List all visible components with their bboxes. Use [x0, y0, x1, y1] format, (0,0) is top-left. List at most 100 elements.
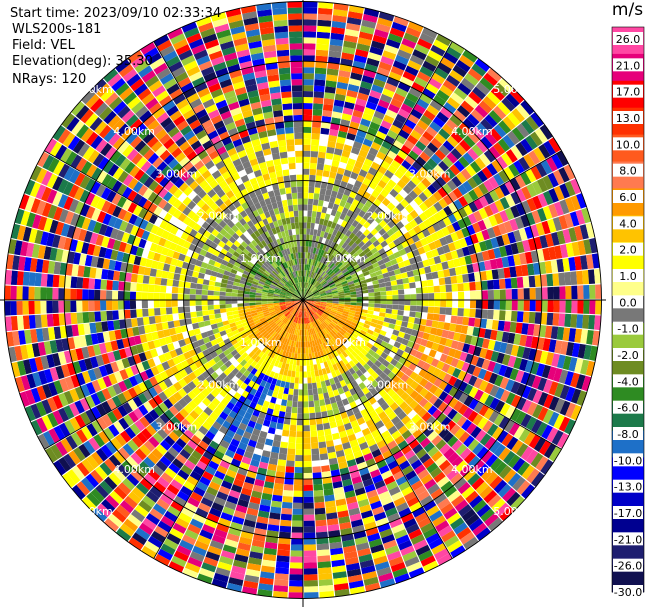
range-ring-label: 1.00km — [240, 252, 282, 265]
ray — [303, 300, 600, 346]
ray — [44, 138, 303, 300]
colorbar-tick-bg — [613, 137, 643, 151]
ray — [303, 284, 602, 300]
colorbar-tick-label: -21.0 — [614, 533, 642, 546]
colorbar-tick-bg — [613, 506, 643, 519]
ray — [91, 78, 303, 300]
ray — [303, 300, 335, 598]
colorbar-tick-label: -26.0 — [614, 560, 642, 573]
ray — [303, 300, 425, 579]
ray — [288, 300, 303, 599]
ray — [61, 113, 303, 300]
ray — [303, 300, 466, 558]
ray — [30, 300, 303, 436]
ray — [5, 300, 303, 332]
colorbar-tick-label: 21.0 — [616, 59, 641, 72]
ray — [154, 300, 303, 566]
ray — [303, 300, 350, 597]
colorbar-tick-label: -2.0 — [617, 349, 638, 362]
ray — [116, 300, 303, 542]
ray — [303, 300, 598, 361]
ray — [303, 58, 490, 300]
range-ring-label: 5.00km — [493, 505, 535, 518]
ray — [256, 3, 303, 300]
range-ring-label: 3.00km — [156, 167, 198, 180]
colorbar-tick-bg — [613, 190, 643, 203]
ray — [303, 88, 525, 300]
range-ring-label: 3.00km — [409, 421, 451, 434]
colorbar-tick-label: 0.0 — [619, 296, 637, 309]
azimuth-spoke — [302, 150, 562, 301]
colorbar-tick-bg — [613, 216, 643, 230]
range-ring-label: 2.00km — [367, 378, 409, 391]
colorbar-tick-bg — [613, 111, 643, 124]
ray — [303, 300, 602, 315]
ray — [30, 165, 303, 300]
ray — [303, 164, 576, 300]
colorbar-tick-label: -30.0 — [614, 586, 642, 599]
colorbar-tick-bg — [613, 163, 643, 177]
azimuth-spoke — [302, 41, 453, 301]
ray — [24, 300, 303, 422]
ray — [303, 253, 600, 300]
ray — [8, 239, 303, 300]
range-ring-label: 4.00km — [113, 125, 155, 138]
range-ring-label: 1.00km — [324, 336, 366, 349]
ray — [257, 300, 303, 597]
ray — [303, 300, 479, 550]
range-ring-label: 3.00km — [156, 421, 198, 434]
ray — [24, 179, 303, 300]
ray — [303, 268, 601, 300]
ray — [303, 1, 334, 300]
range-ring-label: 4.00km — [113, 463, 155, 476]
colorbar-tick-bg — [613, 453, 643, 467]
ray — [303, 300, 396, 588]
ray — [81, 300, 303, 512]
ray — [8, 300, 303, 363]
ray — [81, 89, 303, 300]
range-ring-label: 2.00km — [367, 210, 409, 223]
ray — [141, 300, 303, 559]
ray — [303, 237, 598, 300]
ray — [303, 68, 502, 300]
azimuth-spoke — [302, 299, 453, 559]
ray — [128, 300, 303, 551]
ray — [303, 300, 366, 595]
colorbar-tick-label: 6.0 — [619, 191, 637, 204]
ray — [303, 300, 562, 462]
ray — [4, 285, 303, 300]
colorbar-tick-label: 1.0 — [619, 270, 637, 283]
ray — [303, 300, 554, 475]
azimuth-spoke — [153, 299, 304, 559]
range-ring-label: 5.00km — [493, 83, 535, 96]
ray — [6, 254, 303, 300]
colorbar-tick-label: 4.0 — [619, 217, 637, 230]
ray — [11, 223, 303, 300]
colorbar-tick-label: 13.0 — [616, 112, 641, 125]
ray — [303, 300, 319, 599]
ray — [303, 300, 453, 566]
colorbar-tick-label: 2.0 — [619, 244, 637, 257]
colorbar-tick-label: -10.0 — [614, 454, 642, 467]
ray — [153, 34, 303, 300]
colorbar-tick-labels: 26.0 21.0 17.0 13.0 10.0 8.0 6.0 4.0 2.0 1.0 0.0 -1… — [613, 32, 643, 599]
ray — [303, 300, 381, 592]
azimuth-spoke — [44, 299, 304, 450]
ray — [303, 300, 503, 532]
colorbar-tick-bg — [613, 84, 643, 98]
range-ring-label: 1.00km — [240, 336, 282, 349]
ray — [303, 16, 409, 300]
ray — [127, 50, 303, 300]
colorbar-tick-label: -17.0 — [614, 507, 642, 520]
ray — [11, 300, 303, 378]
ray — [303, 300, 491, 541]
ray — [182, 300, 303, 579]
range-ring-label: 2.00km — [198, 378, 240, 391]
colorbar-tick-bg — [613, 269, 643, 282]
ray — [197, 300, 303, 584]
ray — [303, 300, 582, 421]
ray — [303, 300, 576, 435]
ray — [303, 8, 380, 300]
ray — [287, 1, 303, 300]
range-ring-label: 4.00km — [451, 463, 493, 476]
